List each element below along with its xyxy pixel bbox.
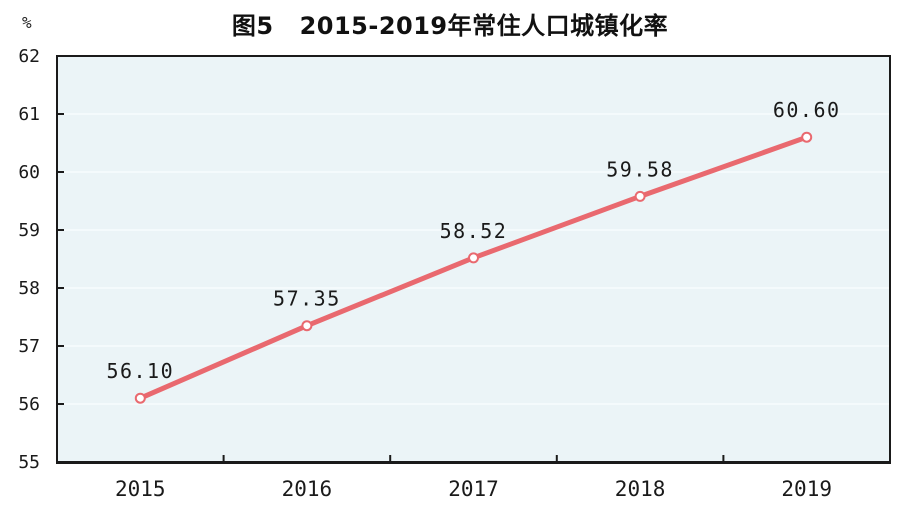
y-tick-label: 61 xyxy=(18,104,40,125)
chart-title: 图5 2015-2019年常住人口城镇化率 xyxy=(0,6,900,41)
chart-title-text: 2015-2019年常住人口城镇化率 xyxy=(299,12,669,40)
data-point-label: 58.52 xyxy=(440,219,508,243)
data-point-marker xyxy=(134,392,146,404)
y-tick-label: 56 xyxy=(18,394,40,415)
figure-number-label: 图5 xyxy=(231,12,274,40)
y-tick-label: 57 xyxy=(18,336,40,357)
data-point-label: 57.35 xyxy=(273,287,341,311)
data-point-label: 59.58 xyxy=(606,157,674,181)
y-axis-unit-label: % xyxy=(22,13,32,32)
y-tick-label: 55 xyxy=(18,452,40,473)
y-tick-label: 59 xyxy=(18,220,40,241)
data-point-marker xyxy=(301,320,313,332)
y-tick-label: 58 xyxy=(18,278,40,299)
x-tick-label: 2016 xyxy=(282,477,333,501)
x-tick-label: 2019 xyxy=(781,477,832,501)
x-tick-label: 2018 xyxy=(615,477,666,501)
y-tick-label: 60 xyxy=(18,162,40,183)
data-point-label: 60.60 xyxy=(773,98,841,122)
data-point-marker xyxy=(634,190,646,202)
data-point-label: 56.10 xyxy=(106,359,174,383)
y-tick-label: 62 xyxy=(18,46,40,67)
x-tick-label: 2017 xyxy=(448,477,499,501)
data-point-marker xyxy=(801,131,813,143)
x-tick-label: 2015 xyxy=(115,477,166,501)
data-point-marker xyxy=(468,252,479,264)
